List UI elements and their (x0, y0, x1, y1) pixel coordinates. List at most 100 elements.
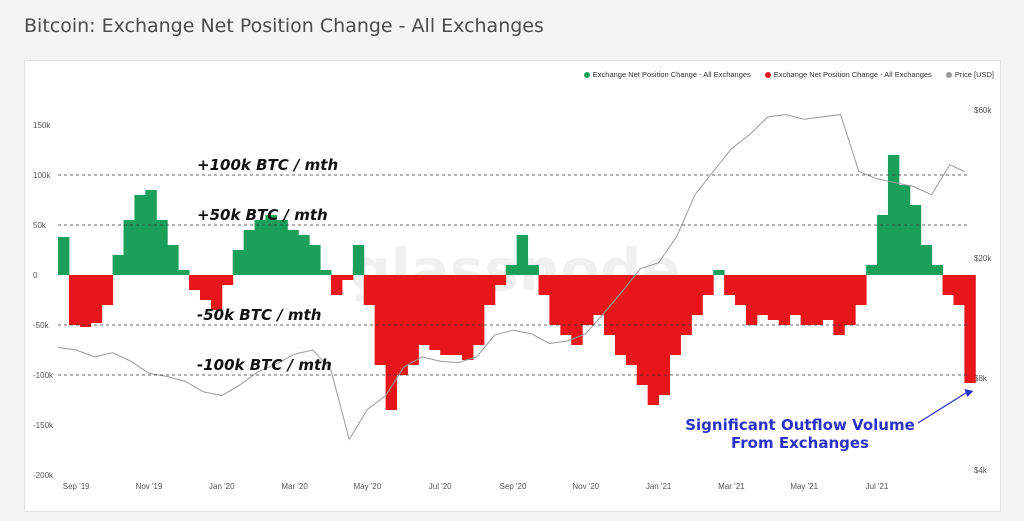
net-position-bar (877, 215, 889, 275)
net-position-bar (953, 275, 965, 305)
net-position-bar (178, 270, 190, 275)
net-position-bar (407, 275, 419, 365)
net-position-bar (210, 275, 223, 310)
net-position-bar (199, 275, 212, 300)
net-position-bar (123, 220, 135, 275)
net-position-bar (691, 275, 703, 315)
y-right-tick-label: $60k (974, 106, 992, 115)
net-position-bar (58, 237, 70, 275)
net-position-bar (942, 275, 954, 295)
net-position-bar (800, 275, 812, 325)
net-position-bar (538, 275, 550, 295)
net-position-bar (494, 275, 507, 285)
net-position-bar (352, 245, 365, 275)
legend-label: Exchange Net Position Change - All Excha… (592, 70, 751, 79)
net-position-bar (243, 230, 256, 275)
legend-label: Price [USD] (954, 70, 994, 79)
net-position-bar (778, 275, 791, 325)
net-position-bar (647, 275, 660, 405)
net-position-bar (735, 275, 747, 305)
y-tick-label: 0 (33, 271, 38, 280)
net-position-bar (680, 275, 692, 335)
net-position-bar (265, 215, 277, 275)
net-position-bar (341, 275, 354, 280)
reference-label: +100k BTC / mth (197, 156, 338, 174)
net-position-bar (276, 220, 288, 275)
x-tick-label: Nov '20 (572, 482, 599, 491)
net-position-bar (724, 275, 736, 295)
net-position-bar (418, 275, 430, 345)
net-position-bar (505, 265, 518, 275)
net-position-bar (964, 275, 976, 383)
x-tick-label: Jan '21 (646, 482, 672, 491)
net-position-bar (134, 195, 146, 275)
net-position-bar (331, 275, 343, 295)
net-position-bar (298, 235, 310, 275)
net-position-bar (898, 185, 911, 275)
net-position-bar (79, 275, 92, 327)
net-position-bar (931, 265, 944, 275)
net-position-bar (811, 275, 823, 325)
price-line (57, 114, 965, 441)
x-tick-label: Mar '20 (281, 482, 308, 491)
legend-label: Exchange Net Position Change - All Excha… (773, 70, 932, 79)
net-position-bar (571, 275, 583, 345)
net-position-bar (593, 275, 605, 315)
legend-item-price[interactable]: Price [USD] (945, 70, 994, 79)
net-position-bar (767, 275, 780, 320)
page-title: Bitcoin: Exchange Net Position Change - … (24, 15, 544, 37)
x-tick-label: Jan '20 (209, 482, 235, 491)
reference-label: -50k BTC / mth (197, 306, 321, 324)
net-position-bar (309, 245, 321, 275)
y-right-tick-label: $4k (974, 466, 988, 475)
net-position-bar (112, 255, 125, 275)
net-position-bar (145, 190, 157, 275)
net-position-bar (713, 270, 725, 275)
x-tick-label: Nov '19 (136, 482, 163, 491)
net-position-bar (156, 220, 168, 275)
net-position-bar (221, 275, 234, 285)
net-position-bar (101, 275, 114, 305)
x-tick-label: Mar '21 (718, 482, 745, 491)
legend-item-inflow[interactable]: Exchange Net Position Change - All Excha… (583, 70, 751, 79)
legend-dot-gray (945, 71, 952, 78)
y-tick-label: 150k (33, 121, 51, 130)
x-tick-label: Jul '20 (429, 482, 452, 491)
net-position-bar (789, 275, 802, 315)
net-position-bar (189, 275, 201, 290)
net-position-bar (669, 275, 681, 355)
net-position-bar (866, 265, 878, 275)
net-position-bar (451, 275, 463, 355)
net-position-bar (549, 275, 561, 325)
annotation-arrowhead (964, 389, 974, 397)
y-right-tick-label: $20k (974, 254, 992, 263)
annotation-text: From Exchanges (731, 434, 869, 452)
x-tick-label: Jul '21 (866, 482, 889, 491)
chart-legend: Exchange Net Position Change - All Excha… (583, 70, 994, 79)
net-position-bar (702, 275, 714, 295)
net-position-bar (636, 275, 649, 385)
y-tick-label: -100k (33, 371, 54, 380)
reference-label: -100k BTC / mth (197, 356, 332, 374)
net-position-bar (385, 275, 398, 410)
net-position-bar (855, 275, 867, 305)
legend-item-outflow[interactable]: Exchange Net Position Change - All Excha… (764, 70, 932, 79)
net-position-bar (462, 275, 474, 360)
legend-dot-red (764, 71, 771, 78)
net-position-bar (527, 265, 539, 275)
reference-label: +50k BTC / mth (197, 206, 328, 224)
net-position-bar (254, 220, 266, 275)
net-position-bar (68, 275, 81, 325)
y-tick-label: -50k (33, 321, 50, 330)
net-position-bar (604, 275, 616, 335)
net-position-bar (822, 275, 834, 320)
net-position-bar (560, 275, 572, 335)
legend-dot-green (583, 71, 590, 78)
x-tick-label: Sep '19 (63, 482, 90, 491)
net-position-bar (440, 275, 452, 355)
annotation-arrow (917, 391, 968, 424)
net-position-bar (287, 230, 299, 275)
net-position-bar (363, 275, 376, 305)
net-position-bar (833, 275, 845, 335)
